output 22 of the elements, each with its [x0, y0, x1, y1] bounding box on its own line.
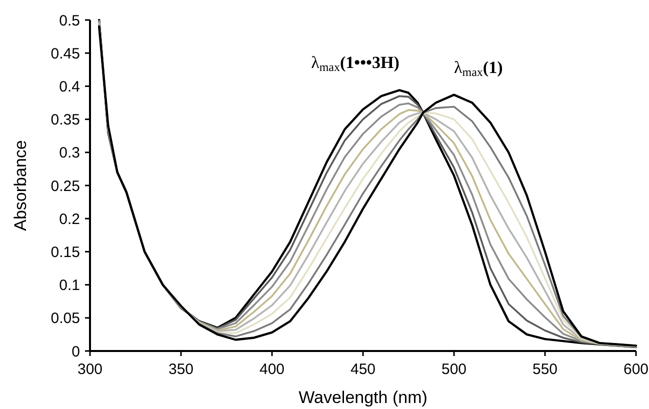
x-tick-label: 300: [77, 361, 103, 378]
y-tick-label: 0.25: [50, 178, 80, 195]
y-tick-label: 0.05: [50, 310, 80, 328]
x-tick-label: 400: [259, 361, 285, 378]
y-tick-label: 0.1: [59, 277, 80, 294]
x-tick-label: 550: [532, 361, 558, 378]
y-tick-label: 0.35: [50, 112, 80, 129]
x-tick-label: 600: [623, 361, 649, 378]
y-tick-label: 0.3: [59, 144, 80, 162]
x-axis-title: Wavelength (nm): [298, 388, 428, 407]
annotation: λ$_{max}$(1•••3H): [311, 53, 400, 74]
x-tick-label: 350: [168, 361, 194, 378]
x-tick-label: 450: [350, 361, 376, 378]
y-tick-label: 0.5: [59, 12, 80, 30]
annotation: λ$_{max}$(1): [454, 58, 503, 79]
y-tick-label: 0.15: [50, 244, 80, 261]
x-tick-label: 500: [441, 361, 467, 378]
y-tick-label: 0.4: [59, 78, 80, 96]
y-tick-label: 0: [72, 343, 80, 360]
y-tick-label: 0.2: [59, 210, 80, 228]
y-axis-title: Absorbance: [11, 140, 30, 231]
y-tick-label: 0.45: [50, 45, 80, 62]
